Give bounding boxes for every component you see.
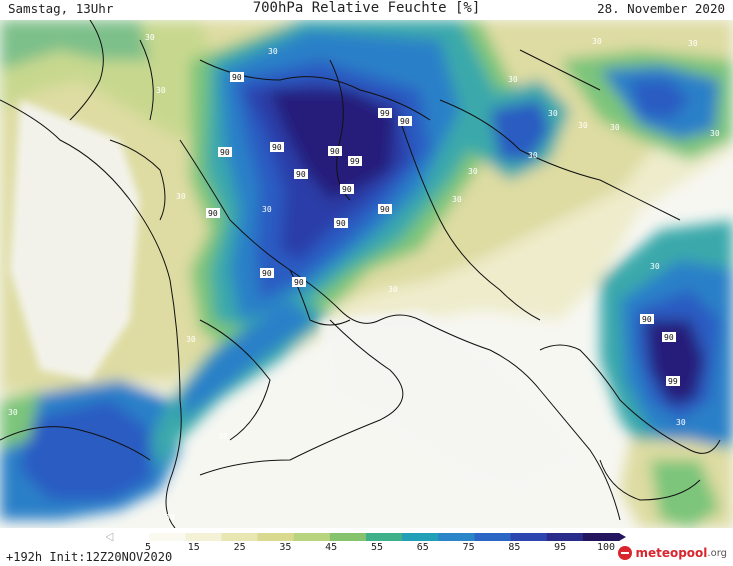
contour-label-30: 30 (528, 151, 538, 160)
contour-label-30: 30 (8, 408, 18, 417)
meteopool-logo[interactable]: meteopool .org (618, 544, 727, 562)
contour-label-90: 90 (272, 143, 282, 152)
contour-label-30: 30 (650, 262, 660, 271)
color-scale-segment (113, 533, 150, 541)
contour-label-30: 30 (268, 47, 278, 56)
color-scale-segment (402, 533, 439, 541)
contour-labels: 90 99 90 90 90 90 99 90 90 90 90 90 90 (8, 33, 720, 522)
color-scale-segment (510, 533, 548, 541)
map-canvas: 90 99 90 90 90 90 99 90 90 90 90 90 90 (0, 20, 733, 528)
contour-label-90: 90 (262, 269, 272, 278)
color-scale-segment (221, 533, 259, 541)
contour-label-99: 99 (350, 157, 360, 166)
contour-label-90: 90 (232, 73, 242, 82)
color-scale-tick-label: 35 (279, 542, 292, 553)
color-scale-segment (582, 533, 620, 541)
valid-time: Samstag, 13Uhr (8, 1, 114, 16)
contour-label-30: 30 (145, 33, 155, 42)
contour-label-30: 30 (548, 109, 558, 118)
contour-label-30: 30 (468, 167, 478, 176)
logo-tld: .org (707, 547, 727, 559)
map-title: 700hPa Relative Feuchte [%] (252, 0, 481, 16)
contour-label-90: 90 (380, 205, 390, 214)
contour-label-30: 30 (388, 285, 398, 294)
color-scale-tick-label: 45 (325, 542, 338, 553)
color-scale-tick-label: 5 (144, 542, 152, 553)
header-bar: Samstag, 13Uhr 700hPa Relative Feuchte [… (0, 0, 733, 20)
color-scale-tick-label: 15 (187, 542, 200, 553)
dry-zones (10, 100, 580, 490)
label-box (230, 72, 244, 82)
footer: 5 15 25 35 45 55 65 75 85 95 100 +192h Init:12Z20N… (0, 528, 733, 566)
color-scale-tick-label: 85 (508, 542, 521, 553)
color-scale-tick-label: 25 (233, 542, 246, 553)
contour-label-30: 30 (592, 37, 602, 46)
color-scale-tick-label: 100 (596, 542, 616, 553)
contour-label-99: 99 (380, 109, 390, 118)
forecast-date: 28. November 2020 (597, 1, 725, 16)
contour-label-30: 30 (186, 335, 196, 344)
logo-icon (618, 546, 633, 560)
contour-label-90: 90 (208, 209, 218, 218)
color-scale-segment (185, 533, 222, 541)
contour-label-30: 30 (688, 39, 698, 48)
color-scale-segment (293, 533, 331, 541)
color-scale-max-arrow (619, 533, 626, 541)
contour-label-90: 90 (664, 333, 674, 342)
contour-label-30: 30 (610, 123, 620, 132)
contour-label-90: 90 (296, 170, 306, 179)
contour-label-30: 30 (452, 195, 462, 204)
color-scale-segment (438, 533, 475, 541)
color-scale-segment (257, 533, 295, 541)
contour-label-90: 90 (400, 117, 410, 126)
color-scale-tick-label: 55 (370, 542, 384, 553)
contour-label-30: 30 (508, 75, 518, 84)
color-scale-segment (329, 533, 367, 541)
contour-label-90: 90 (642, 315, 652, 324)
color-scale-tick-label: 95 (554, 542, 567, 553)
color-scale-bar (106, 533, 626, 541)
color-scale-segment (474, 533, 512, 541)
color-scale-segment (366, 533, 403, 541)
color-scale-segment (149, 533, 186, 541)
contour-label-90: 90 (342, 185, 352, 194)
contour-label-30: 30 (165, 513, 175, 522)
color-scale-ticks: 5 15 25 35 45 55 65 75 85 95 100 (106, 542, 626, 554)
logo-brand: meteopool (635, 546, 708, 560)
contour-label-30: 30 (578, 121, 588, 130)
contour-label-90: 90 (220, 148, 230, 157)
color-scale-min-arrow (106, 533, 114, 541)
contour-label-30: 30 (218, 432, 228, 441)
contour-label-30: 30 (710, 129, 720, 138)
contour-label-90: 90 (330, 147, 340, 156)
contour-label-99: 99 (668, 377, 678, 386)
humidity-field (0, 20, 733, 528)
contour-label-30: 30 (156, 86, 166, 95)
coastlines (0, 20, 721, 528)
contour-label-90: 90 (294, 278, 304, 287)
contour-label-30: 30 (262, 205, 272, 214)
humidity-map[interactable]: 90 99 90 90 90 90 99 90 90 90 90 90 90 (0, 20, 733, 528)
contour-label-30: 30 (176, 192, 186, 201)
color-scale-tick-label: 75 (462, 542, 475, 553)
contour-label-90: 90 (336, 219, 346, 228)
init-run-info: +192h Init:12Z20NOV2020 (6, 550, 173, 564)
color-scale-segment (546, 533, 584, 541)
color-scale-tick-label: 65 (416, 542, 429, 553)
contour-label-30: 30 (676, 418, 686, 427)
